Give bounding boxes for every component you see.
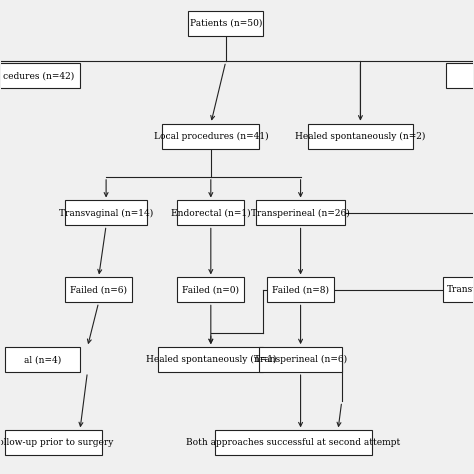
Text: Local procedures (n=41): Local procedures (n=41) [154,131,268,141]
Text: Healed spontaneously (n=1): Healed spontaneously (n=1) [146,355,276,364]
Text: Endorectal (n=1): Endorectal (n=1) [171,209,251,218]
Text: Healed spontaneously (n=2): Healed spontaneously (n=2) [295,131,426,141]
FancyBboxPatch shape [259,347,342,372]
FancyBboxPatch shape [162,124,259,148]
FancyBboxPatch shape [255,201,346,226]
Text: al (n=4): al (n=4) [24,355,61,364]
Text: Transperineal (n=6): Transperineal (n=6) [254,355,347,364]
FancyBboxPatch shape [188,10,263,36]
FancyBboxPatch shape [267,277,334,302]
FancyBboxPatch shape [158,347,263,372]
FancyBboxPatch shape [65,277,132,302]
FancyBboxPatch shape [308,124,413,148]
Text: Patients (n=50): Patients (n=50) [190,18,262,27]
Text: Failed (n=8): Failed (n=8) [272,285,329,294]
FancyBboxPatch shape [177,201,245,226]
FancyBboxPatch shape [0,64,80,89]
Text: Failed (n=6): Failed (n=6) [70,285,127,294]
Text: follow-up prior to surgery: follow-up prior to surgery [0,438,113,447]
FancyBboxPatch shape [65,201,147,226]
FancyBboxPatch shape [177,277,245,302]
Text: Failed (n=0): Failed (n=0) [182,285,239,294]
FancyBboxPatch shape [215,430,372,456]
FancyBboxPatch shape [5,430,102,456]
Text: Transva: Transva [447,285,474,294]
FancyBboxPatch shape [5,347,80,372]
Text: cedures (n=42): cedures (n=42) [3,72,74,81]
FancyBboxPatch shape [443,277,474,302]
Text: Transperineal (n=26): Transperineal (n=26) [251,209,350,218]
Text: Both approaches successful at second attempt: Both approaches successful at second att… [186,438,400,447]
Text: Transvaginal (n=14): Transvaginal (n=14) [59,209,153,218]
FancyBboxPatch shape [447,64,474,89]
